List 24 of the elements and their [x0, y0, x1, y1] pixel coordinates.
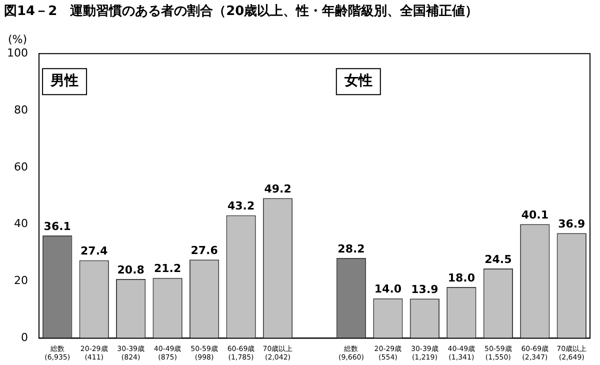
data-label: 24.5	[484, 252, 512, 266]
annotation: 男性	[50, 73, 79, 90]
data-label: 49.2	[264, 182, 292, 196]
data-label: 40.1	[521, 208, 548, 222]
data-label: 27.4	[80, 244, 108, 258]
data-label: 21.2	[154, 262, 182, 276]
data-label: 20.8	[117, 263, 144, 276]
y-axis-title: (%)	[8, 32, 28, 46]
data-label: 27.6	[190, 244, 218, 258]
y-tick-label: 60	[14, 160, 28, 174]
annotation: 女性	[343, 73, 372, 90]
data-label: 43.2	[227, 200, 255, 213]
y-tick-label: 100	[6, 46, 28, 60]
y-tick-label: 40	[14, 217, 28, 230]
data-label: 13.9	[411, 283, 438, 296]
data-label: 36.9	[558, 218, 586, 231]
y-tick-label: 80	[14, 103, 28, 116]
data-label: 36.1	[44, 220, 71, 233]
data-label: 28.2	[338, 242, 365, 256]
data-label: 14.0	[374, 282, 402, 296]
y-tick-label: 20	[14, 274, 28, 288]
y-tick-label: 0	[20, 331, 28, 344]
chart-title: 図14－2 運動習慣のある者の割合（20歳以上、性・年齢階級別、全国補正値）	[4, 3, 478, 20]
data-label: 18.0	[448, 271, 476, 284]
